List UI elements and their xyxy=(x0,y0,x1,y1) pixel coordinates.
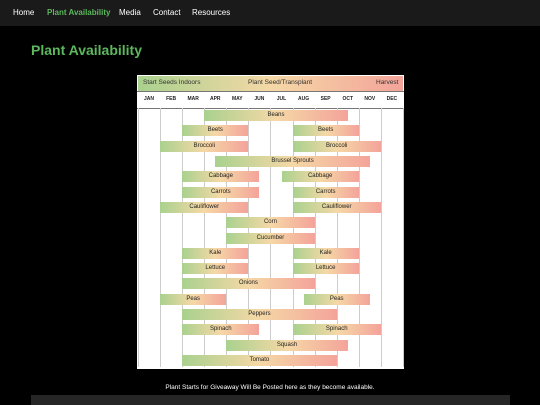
bar-kale-2 xyxy=(292,247,359,259)
month-gridline xyxy=(336,108,338,367)
bar-label-lettuce: Lettuce xyxy=(205,265,226,272)
bar-cauliflower-2 xyxy=(292,201,381,213)
legend-harvest-label: Harvest xyxy=(376,79,399,86)
month-label-apr: APR xyxy=(209,96,221,102)
page-title: Plant Availability xyxy=(31,42,142,58)
bar-peas-2 xyxy=(303,293,370,305)
bar-label-broccoli: Broccoli xyxy=(326,142,348,149)
bar-label-corn: Corn xyxy=(263,219,277,226)
bar-broccoli-2 xyxy=(292,140,381,152)
nav-item-resources[interactable]: Resources xyxy=(192,8,231,17)
bar-label-cabbage: Cabbage xyxy=(208,173,233,180)
bar-corn xyxy=(226,217,315,229)
month-gridline xyxy=(380,108,382,367)
month-label-sep: SEP xyxy=(320,96,331,102)
bar-label-cauliflower: Cauliflower xyxy=(189,203,220,210)
month-header: JAN FEB MAR APR MAY JUN JUL AUG SEP OCT NOV DEC xyxy=(137,91,404,109)
month-label-dec: DEC xyxy=(386,96,398,102)
bar-peas-1 xyxy=(160,293,227,305)
legend-plant-label: Plant Seed/Transplant xyxy=(248,79,313,86)
month-label-oct: OCT xyxy=(342,96,353,102)
nav-item-plant-availability[interactable]: Plant Availability xyxy=(47,8,111,17)
bar-cabbage-1 xyxy=(182,171,260,183)
bar-label-cucumber: Cucumber xyxy=(256,234,285,241)
bar-label-broccoli: Broccoli xyxy=(193,142,215,149)
top-nav: Home Plant Availability Media Contact Re… xyxy=(0,0,540,26)
bar-label-tomato: Tomato xyxy=(249,356,270,363)
month-label-may: MAY xyxy=(231,96,243,102)
bar-brussel-sprouts xyxy=(215,156,370,168)
month-gridline xyxy=(358,108,360,367)
month-gridline xyxy=(160,108,162,367)
month-gridline xyxy=(402,108,404,367)
bar-cauliflower-1 xyxy=(160,201,249,213)
bar-label-peppers: Peppers xyxy=(248,311,271,318)
month-label-jun: JUN xyxy=(254,96,265,102)
bar-beets-1 xyxy=(182,125,249,137)
bar-label-spinach: Spinach xyxy=(209,326,232,333)
month-gridline xyxy=(204,108,206,367)
bar-spinach-1 xyxy=(182,324,260,336)
nav-item-contact[interactable]: Contact xyxy=(153,8,181,17)
bar-beets-2 xyxy=(292,125,359,137)
table-header-strip xyxy=(31,395,510,405)
bar-label-beets: Beets xyxy=(317,127,334,134)
bar-label-peas: Peas xyxy=(329,295,344,302)
bar-label-beans: Beans xyxy=(267,112,285,119)
nav-item-media[interactable]: Media xyxy=(119,8,141,17)
bar-label-beets: Beets xyxy=(207,127,223,134)
bar-carrots-1 xyxy=(182,186,260,198)
nav-item-home[interactable]: Home xyxy=(13,8,35,17)
bar-lettuce-2 xyxy=(292,263,359,275)
bar-tomato xyxy=(182,354,337,366)
bar-onions xyxy=(182,278,315,290)
month-label-nov: NOV xyxy=(364,96,376,102)
month-label-jan: JAN xyxy=(143,96,154,102)
giveaway-note: Plant Starts for Giveaway Will Be Posted… xyxy=(165,384,375,391)
bar-label-carrots: Carrots xyxy=(210,188,231,195)
bar-beans xyxy=(204,110,348,122)
bar-label-carrots: Carrots xyxy=(315,188,336,195)
bar-label-lettuce: Lettuce xyxy=(315,265,336,272)
bar-squash xyxy=(226,339,348,351)
month-gridline xyxy=(314,108,316,367)
bar-kale-1 xyxy=(182,247,249,259)
legend-start-label: Start Seeds Indoors xyxy=(143,79,201,86)
bar-label-kale: Kale xyxy=(319,249,332,256)
bar-label-squash: Squash xyxy=(276,341,298,348)
month-gridline xyxy=(138,108,139,367)
month-label-feb: FEB xyxy=(166,96,177,102)
bar-label-kale: Kale xyxy=(209,249,222,256)
month-gridline xyxy=(182,108,184,367)
bar-cucumber xyxy=(226,232,315,244)
bar-label-spinach: Spinach xyxy=(325,326,348,333)
bar-broccoli-1 xyxy=(160,140,249,152)
bar-peppers xyxy=(182,309,337,321)
bar-label-cabbage: Cabbage xyxy=(307,173,333,180)
chart-legend: Start Seeds Indoors Plant Seed/Transplan… xyxy=(138,76,403,91)
bar-spinach-2 xyxy=(292,324,381,336)
month-label-jul: JUL xyxy=(276,96,287,102)
planting-calendar-chart: Start Seeds Indoors Plant Seed/Transplan… xyxy=(137,75,404,369)
bar-cabbage-2 xyxy=(281,171,359,183)
month-label-mar: MAR xyxy=(187,96,199,102)
month-label-aug: AUG xyxy=(297,96,310,102)
bar-label-cauliflower: Cauliflower xyxy=(321,203,352,210)
bar-label-onions: Onions xyxy=(238,280,258,287)
bar-carrots-2 xyxy=(292,186,359,198)
bar-label-brussel-sprouts: Brussel Sprouts xyxy=(271,158,314,165)
bar-lettuce-1 xyxy=(182,263,249,275)
bar-label-peas: Peas xyxy=(186,295,201,302)
